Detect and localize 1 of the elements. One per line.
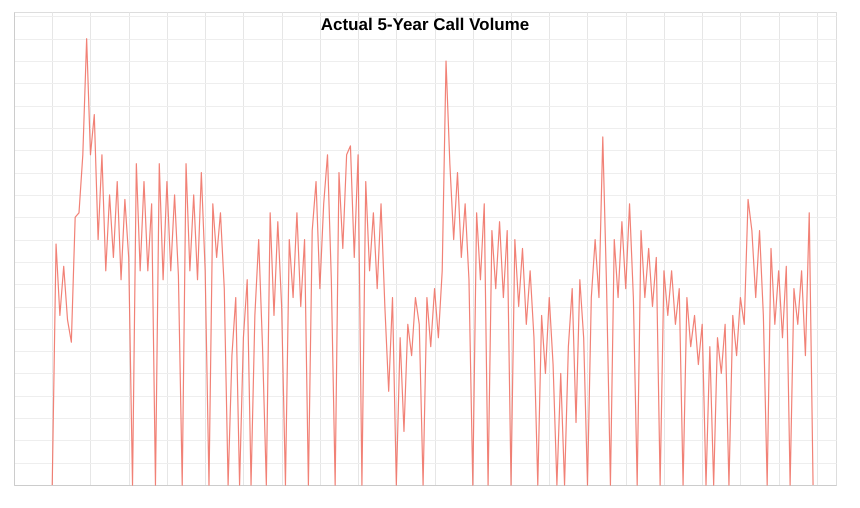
chart-title: Actual 5-Year Call Volume <box>320 15 530 34</box>
